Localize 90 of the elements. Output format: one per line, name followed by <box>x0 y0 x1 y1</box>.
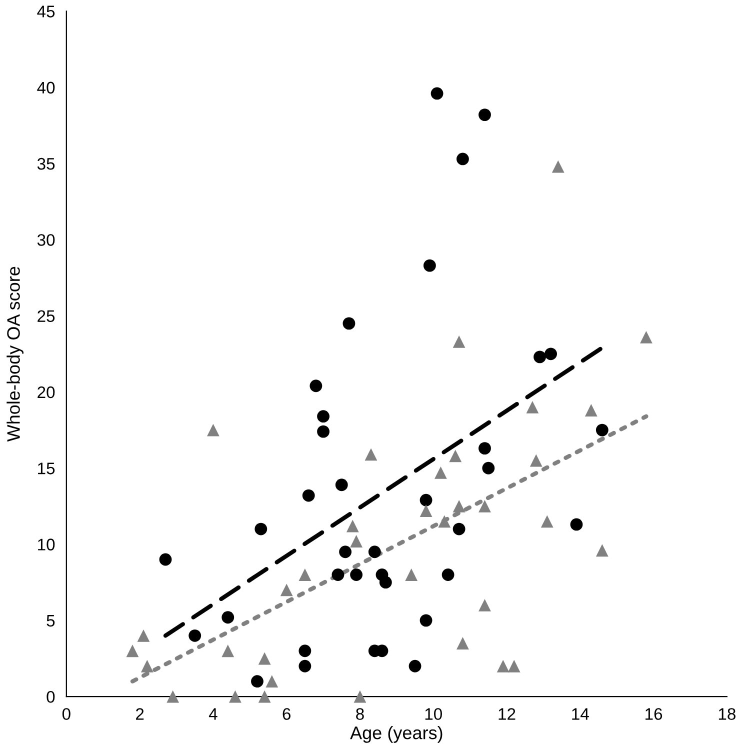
point <box>339 546 352 558</box>
point <box>442 568 454 581</box>
x-tick-label: 14 <box>572 708 589 720</box>
point <box>596 544 608 557</box>
point <box>408 660 422 672</box>
point <box>379 576 392 589</box>
x-tick-label: 16 <box>646 708 662 720</box>
point <box>482 462 495 474</box>
point <box>137 629 150 642</box>
point <box>350 535 363 548</box>
point <box>596 424 608 436</box>
x-tick-label: 6 <box>282 708 290 720</box>
y-tick-label: 0 <box>46 690 55 703</box>
point <box>188 629 202 642</box>
point <box>222 644 234 658</box>
point <box>317 410 330 423</box>
x-axis-title: Age (years) <box>350 726 442 743</box>
point <box>405 568 418 581</box>
point <box>552 160 564 173</box>
x-tick-label: 10 <box>425 708 442 720</box>
point <box>438 515 451 528</box>
point <box>478 442 491 455</box>
point <box>159 553 172 566</box>
y-tick-label: 10 <box>38 538 55 550</box>
point <box>530 454 542 467</box>
point <box>254 522 268 536</box>
point <box>456 637 469 650</box>
point <box>298 644 312 658</box>
point <box>332 568 344 581</box>
point <box>335 478 348 492</box>
x-tick-label: 8 <box>356 708 364 720</box>
point <box>534 350 546 364</box>
point <box>222 611 234 624</box>
point <box>452 522 466 536</box>
y-axis-title: Whole-body OA score <box>6 266 24 442</box>
point <box>544 348 558 360</box>
point <box>420 494 432 506</box>
point <box>368 546 381 558</box>
y-tick-label: 30 <box>37 234 55 246</box>
point <box>430 87 444 100</box>
x-tick-label: 12 <box>498 708 516 720</box>
point <box>346 520 359 532</box>
point <box>258 652 271 665</box>
y-tick-label: 15 <box>38 462 55 474</box>
point <box>452 500 466 512</box>
point <box>302 489 315 502</box>
point <box>456 152 469 166</box>
point <box>496 660 510 672</box>
point <box>420 504 432 517</box>
point <box>540 515 554 528</box>
point <box>584 404 598 416</box>
point <box>434 466 447 479</box>
point <box>126 644 139 658</box>
x-tick-label: 2 <box>136 708 144 720</box>
point <box>258 690 271 703</box>
y-tick-label: 25 <box>38 310 55 322</box>
point <box>508 660 520 672</box>
point <box>266 675 278 688</box>
point <box>526 400 539 414</box>
point <box>478 108 491 122</box>
x-tick-label: 4 <box>208 708 218 720</box>
point <box>280 584 293 596</box>
point <box>251 675 264 688</box>
point <box>342 317 356 330</box>
y-tick-label: 20 <box>38 386 55 398</box>
point <box>640 330 652 344</box>
point <box>298 568 312 581</box>
y-tick-label: 35 <box>37 158 55 170</box>
y-tick-label: 5 <box>46 614 55 627</box>
point <box>570 518 583 531</box>
point <box>206 424 220 436</box>
point <box>452 336 466 348</box>
point <box>298 660 312 672</box>
point <box>420 614 432 627</box>
point <box>140 660 154 672</box>
point <box>423 259 436 272</box>
point <box>449 450 462 462</box>
point <box>364 448 378 461</box>
y-tick-label: 40 <box>37 82 55 94</box>
point <box>350 568 363 581</box>
point <box>317 425 330 438</box>
point <box>310 380 322 392</box>
point <box>229 690 242 703</box>
point <box>478 598 491 612</box>
x-tick-label: 18 <box>718 708 736 720</box>
point <box>478 500 491 512</box>
y-tick-label: 45 <box>37 6 55 18</box>
point <box>166 690 180 703</box>
x-tick-label: 0 <box>62 708 70 720</box>
point <box>354 690 366 703</box>
